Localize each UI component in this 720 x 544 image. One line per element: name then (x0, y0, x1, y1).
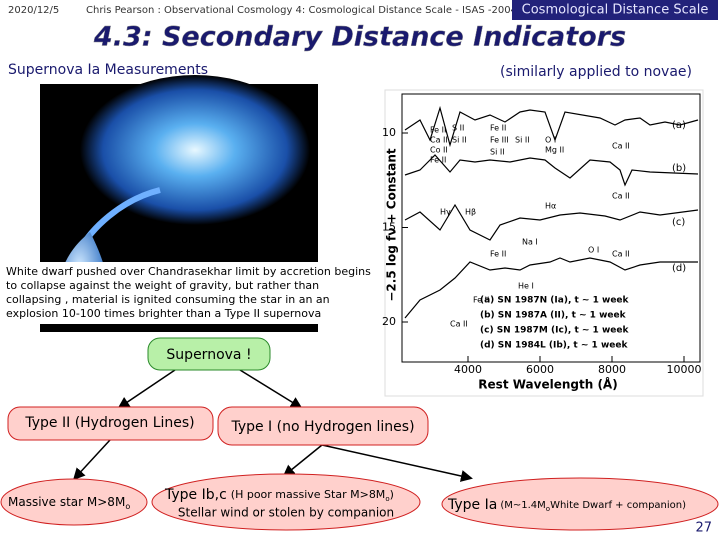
type-name: Type Ib,c (164, 487, 227, 503)
line-label: O I (545, 136, 556, 145)
panel-label: (b) (672, 163, 686, 174)
x-tick-label: 10000 (667, 363, 702, 376)
arrow (239, 369, 303, 409)
line-label: Fe II (490, 250, 506, 259)
type1bc-line2: Stellar wind or stolen by companion (178, 506, 394, 520)
tag: Cosmological Distance Scale (522, 3, 709, 18)
tag-box (512, 0, 718, 20)
date: 2020/12/5 (8, 5, 59, 16)
legend-entry: (a) SN 1987N (Ia), t ~ 1 week (480, 296, 630, 306)
type2-label: Type II (Hydrogen Lines) (24, 415, 194, 431)
description-line: White dwarf pushed over Chandrasekhar li… (6, 265, 371, 278)
type1a-node (441, 477, 719, 531)
subscript: o (546, 505, 550, 513)
line-label: Co II (430, 146, 448, 155)
subscript: o (385, 495, 389, 503)
type1-label: Type I (no Hydrogen lines) (230, 419, 414, 435)
arrow (72, 439, 111, 481)
line-label: Ca II (612, 142, 630, 151)
line-label: Si II (490, 148, 505, 157)
right-heading: (similarly applied to novae) (500, 64, 692, 80)
note: (H poor massive Star M>8M (231, 488, 386, 501)
y-tick-label: 15 (382, 221, 396, 234)
legend-entry: (c) SN 1987M (Ic), t ~ 1 week (480, 326, 629, 336)
line-label: Hβ (465, 208, 476, 217)
line-label: Fe II (430, 156, 446, 165)
line-label: He I (518, 282, 534, 291)
line-label: O I (588, 246, 599, 255)
spectrum-c (404, 203, 699, 241)
line-label: Fe II (430, 126, 446, 135)
x-tick-label: 6000 (526, 363, 554, 376)
spectra (404, 105, 699, 319)
description-line: explosion 10-100 times brighter than a T… (6, 307, 321, 320)
type1bc-node (151, 473, 421, 531)
line-label: Fe II (490, 124, 506, 133)
y-tick-label: 10 (382, 126, 396, 139)
line-label: Fe III (490, 136, 509, 145)
line-label: Na I (522, 238, 538, 247)
root-label: Supernova ! (166, 347, 251, 363)
description-line: to collapse against the weight of gravit… (6, 279, 319, 292)
arrow (321, 444, 473, 482)
spectrum-a (404, 105, 699, 148)
x-tick-label: 8000 (598, 363, 626, 376)
spectrum-d (404, 257, 698, 319)
legend-entry: (b) SN 1987A (II), t ~ 1 week (480, 311, 627, 321)
line-label: Hα (545, 202, 556, 211)
line-label: Ca II (430, 136, 448, 145)
line-label: Si II (452, 136, 467, 145)
arrow (117, 369, 176, 409)
description: White dwarf pushed over Chandrasekhar li… (6, 265, 371, 320)
y-tick-label: 20 (382, 315, 396, 328)
note: ) (390, 488, 394, 501)
left-heading: Supernova Ia Measurements (8, 62, 208, 78)
page-number: 27 (695, 521, 712, 536)
line-label: S II (452, 124, 464, 133)
massive-text: Massive star M>8M (8, 495, 125, 509)
type1-node (217, 406, 429, 446)
type-name: Type Ia (447, 497, 497, 513)
spectrum-b (404, 154, 699, 187)
line-label: Mg II (545, 146, 564, 155)
line-label: Hγ (440, 208, 451, 217)
y-axis-label: −2.5 log fν + Constant (385, 148, 399, 302)
subscript: o (125, 502, 130, 511)
x-tick-label: 4000 (454, 363, 482, 376)
description-box (4, 262, 382, 324)
legend-entry: (d) SN 1984L (Ib), t ~ 1 week (480, 341, 628, 351)
note: (M~1.4M (500, 500, 545, 511)
title: 4.3: Secondary Distance Indicators (93, 22, 626, 53)
massive-node (0, 478, 148, 526)
line-label: Si II (515, 136, 530, 145)
line-label: Ca II (450, 320, 468, 329)
massive-label: Massive star M>8Mo (8, 495, 130, 511)
spectrum-figure: 10 15 20 4000 6000 8000 10000 Rest Wavelength (… (382, 89, 704, 397)
flow-arrows (72, 369, 473, 482)
panel-label: (d) (672, 263, 686, 274)
root-node (147, 337, 271, 371)
arrow (282, 444, 323, 477)
line-label: Ca II (612, 192, 630, 201)
line-label: Ca II (612, 250, 630, 259)
description-line: collapsing , material is ignited consumi… (6, 293, 330, 306)
author: Chris Pearson : Observational Cosmology … (86, 5, 517, 16)
note: White Dwarf + companion) (550, 500, 686, 511)
x-axis-label: Rest Wavelength (Å) (478, 377, 617, 392)
type2-node (7, 406, 214, 441)
line-label: Fe II (473, 296, 489, 305)
type1a-label: Type Ia (M~1.4MoWhite Dwarf + companion) (447, 497, 686, 513)
figure-frame (384, 89, 704, 397)
panel-label: (a) (672, 120, 686, 131)
type1bc-label: Type Ib,c (H poor massive Star M>8Mo) (164, 487, 394, 503)
panel-label: (c) (672, 217, 685, 228)
